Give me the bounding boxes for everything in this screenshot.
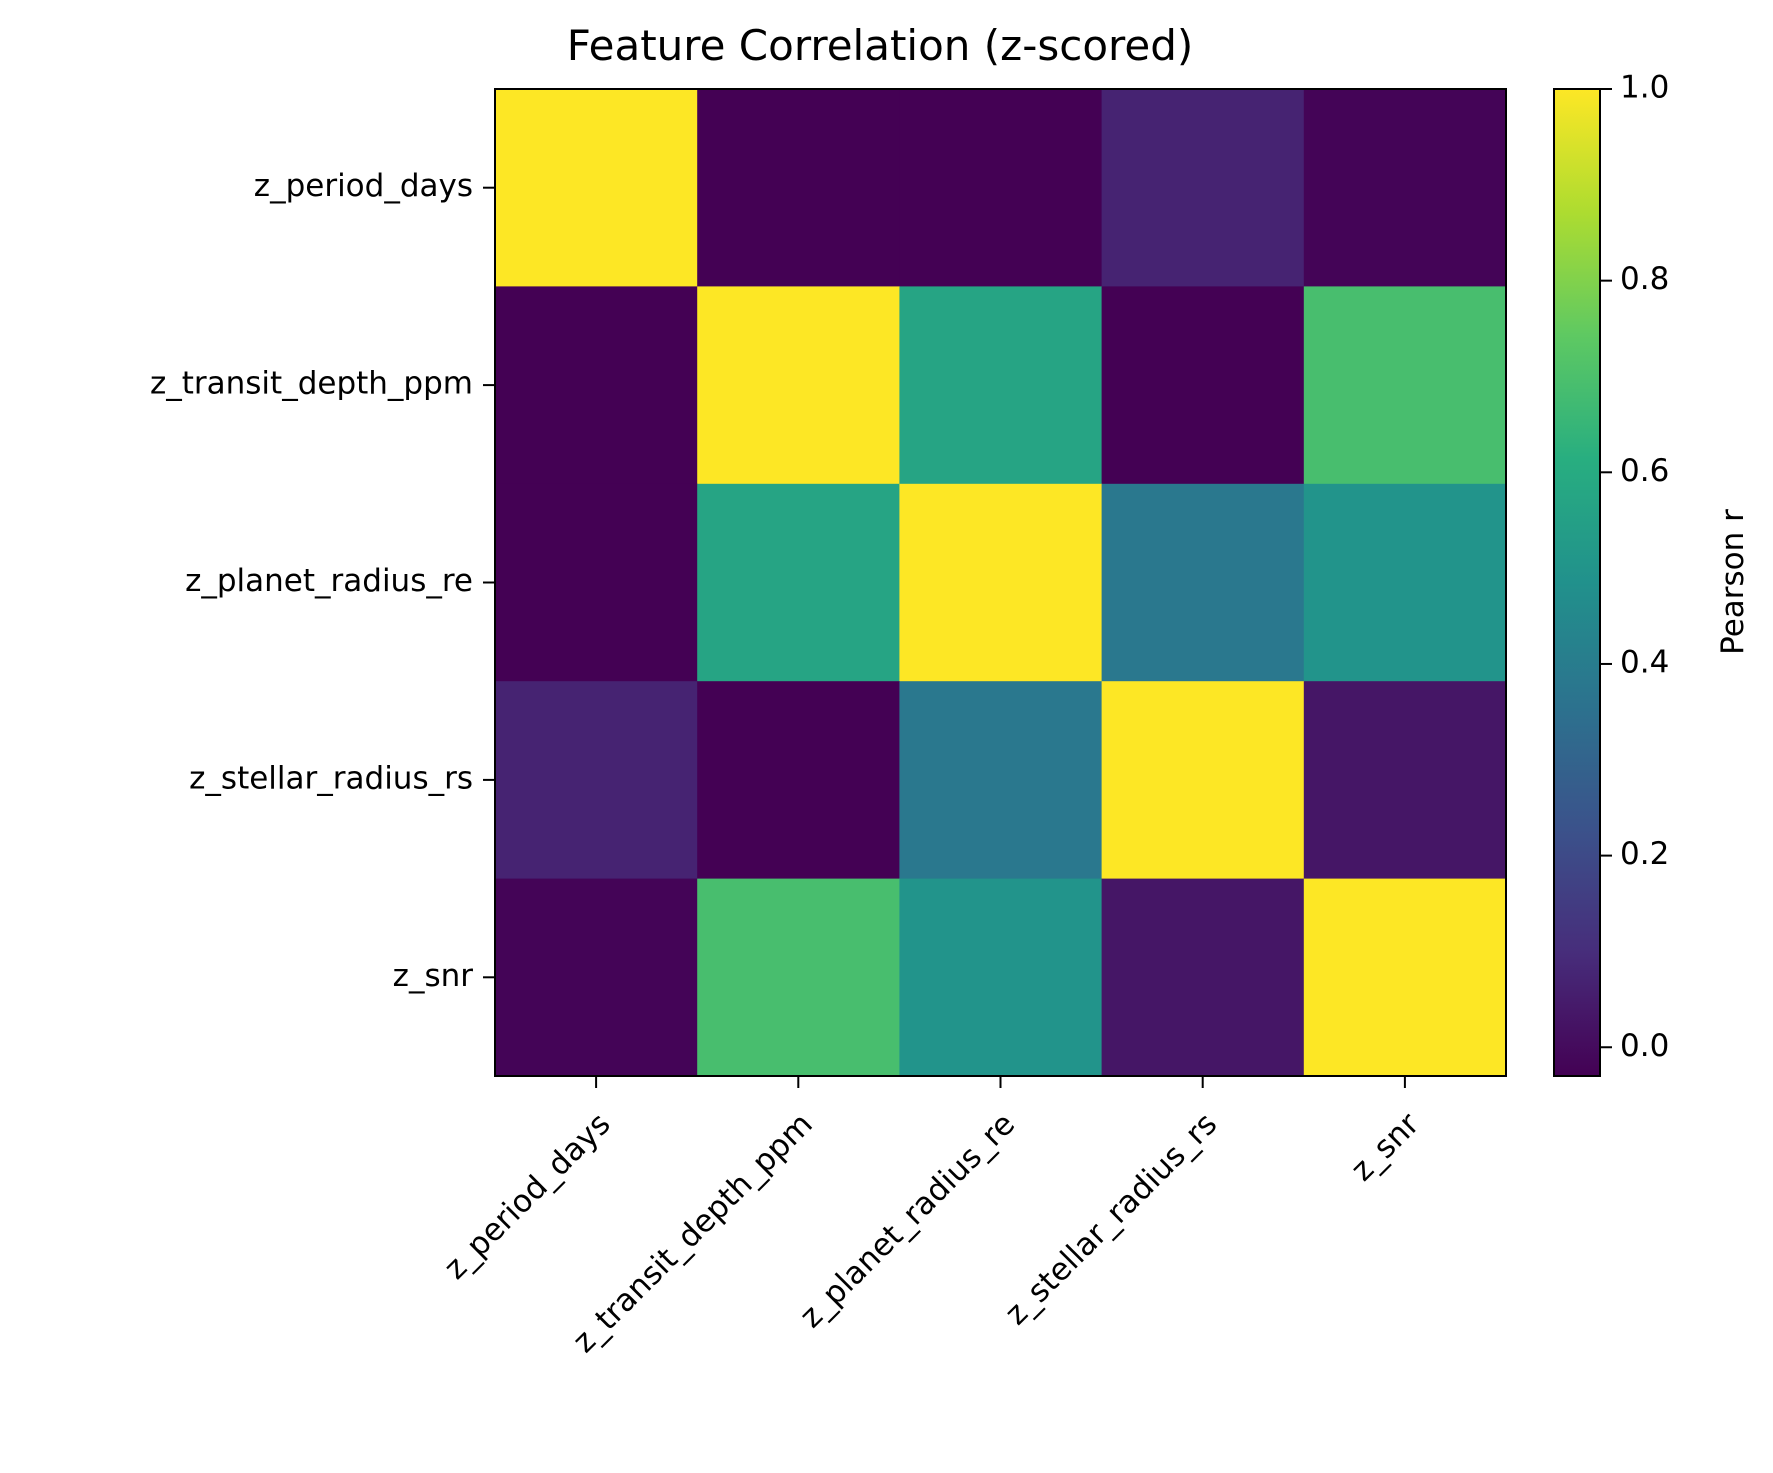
heatmap-cell <box>899 483 1103 682</box>
colorbar-tick-label: 1.0 <box>1620 70 1669 106</box>
heatmap-cell <box>899 89 1103 287</box>
colorbar-tick-label: 0.8 <box>1620 261 1669 297</box>
x-tick-label: z_period_days <box>437 1106 617 1286</box>
x-tick-label: z_snr <box>1344 1106 1426 1188</box>
colorbar-tick-label: 0.0 <box>1620 1028 1669 1064</box>
chart-title: Feature Correlation (z-scored) <box>567 21 1194 70</box>
heatmap-cell <box>495 89 698 287</box>
heatmap-cell <box>1101 89 1305 287</box>
x-axis-ticks: z_period_daysz_transit_depth_ppmz_planet… <box>437 1076 1427 1360</box>
colorbar: 0.0 0.2 0.4 0.6 0.8 1.0 Pearson r <box>1553 70 1751 1077</box>
heatmap-cell <box>1303 89 1507 287</box>
y-tick-label: z_snr <box>393 958 474 994</box>
heatmap-cell <box>697 878 900 1077</box>
heatmap-cell <box>697 286 900 485</box>
y-tick-label: z_stellar_radius_rs <box>189 760 473 796</box>
heatmap-cell <box>1101 286 1305 485</box>
y-tick-label: z_period_days <box>254 168 473 204</box>
heatmap-cell <box>899 681 1103 880</box>
colorbar-gradient <box>1553 88 1601 1077</box>
heatmap-cell <box>1303 878 1507 1077</box>
colorbar-label: Pearson r <box>1715 509 1751 655</box>
colorbar-tick-label: 0.2 <box>1620 836 1669 872</box>
heatmap-cell <box>1303 286 1507 485</box>
heatmap-cell <box>1101 681 1305 880</box>
heatmap-cell <box>495 483 698 682</box>
heatmap-cell <box>495 286 698 485</box>
y-tick-label: z_planet_radius_re <box>185 563 473 599</box>
y-tick-label: z_transit_depth_ppm <box>150 366 473 402</box>
heatmap-cell <box>697 483 900 682</box>
heatmap-cell <box>1303 483 1507 682</box>
heatmap-cell <box>495 878 698 1077</box>
colorbar-tick-label: 0.6 <box>1620 453 1669 489</box>
colorbar-tick-label: 0.4 <box>1620 644 1669 680</box>
heatmap-cell <box>1101 483 1305 682</box>
heatmap-cell <box>697 681 900 880</box>
heatmap-cell <box>697 89 900 287</box>
heatmap-cells <box>495 89 1507 1077</box>
heatmap-cell <box>495 681 698 880</box>
x-tick-label: z_stellar_radius_rs <box>998 1106 1224 1332</box>
plot-frame <box>494 88 1507 1077</box>
x-tick-label: z_planet_radius_re <box>793 1106 1022 1335</box>
heatmap-cell <box>1303 681 1507 880</box>
colorbar-ticks: 0.0 0.2 0.4 0.6 0.8 1.0 <box>1600 70 1669 1064</box>
heatmap-cell <box>899 286 1103 485</box>
y-axis-ticks: z_period_days z_transit_depth_ppm z_planet… <box>150 168 495 994</box>
heatmap-cell <box>1101 878 1305 1077</box>
heatmap-cell <box>899 878 1103 1077</box>
